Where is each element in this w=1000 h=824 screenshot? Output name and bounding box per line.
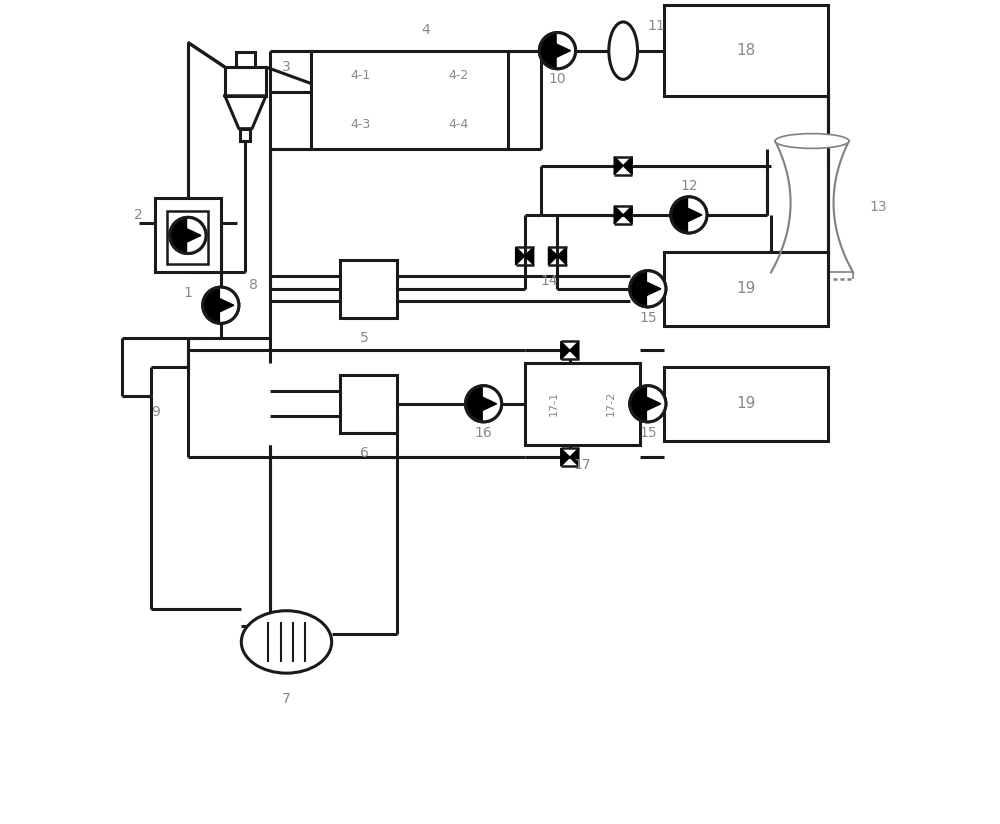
Polygon shape [221, 288, 239, 323]
Text: 11: 11 [647, 19, 665, 33]
Polygon shape [570, 448, 579, 466]
Polygon shape [466, 386, 484, 422]
Bar [340, 375, 397, 433]
Circle shape [170, 218, 206, 254]
Text: 18: 18 [737, 43, 756, 59]
Text: 19: 19 [737, 396, 756, 411]
Bar [311, 50, 508, 149]
Polygon shape [549, 40, 570, 61]
Text: 10: 10 [549, 73, 566, 87]
Polygon shape [630, 386, 648, 422]
Text: 6: 6 [360, 446, 369, 460]
Polygon shape [484, 386, 502, 422]
Polygon shape [188, 218, 206, 254]
Polygon shape [671, 197, 689, 233]
Text: 17-2: 17-2 [606, 391, 616, 416]
Text: 3: 3 [282, 60, 291, 74]
Bar [167, 211, 208, 265]
Bar [155, 199, 221, 273]
Circle shape [630, 386, 666, 422]
Text: 13: 13 [869, 199, 887, 213]
Polygon shape [516, 247, 525, 265]
Bar [340, 260, 397, 317]
Bar [240, 129, 250, 141]
Bar [225, 67, 266, 96]
Ellipse shape [775, 133, 849, 148]
Polygon shape [213, 295, 234, 315]
Text: 12: 12 [680, 179, 698, 193]
Circle shape [539, 33, 576, 68]
Text: 4-3: 4-3 [350, 118, 371, 131]
Polygon shape [648, 386, 666, 422]
Polygon shape [561, 341, 570, 359]
Text: 17: 17 [573, 458, 591, 472]
Text: 14: 14 [540, 274, 558, 288]
Polygon shape [623, 157, 632, 175]
Polygon shape [623, 206, 632, 224]
Bar [525, 363, 640, 445]
Text: 17-1: 17-1 [548, 391, 558, 416]
Polygon shape [648, 271, 666, 307]
Text: 9: 9 [151, 405, 160, 419]
Polygon shape [475, 394, 497, 414]
Text: 5: 5 [360, 331, 369, 345]
Circle shape [630, 271, 666, 307]
Polygon shape [689, 197, 707, 233]
Polygon shape [203, 288, 221, 323]
Polygon shape [630, 271, 648, 307]
Polygon shape [539, 33, 557, 68]
Polygon shape [614, 206, 623, 224]
Polygon shape [557, 247, 567, 265]
Text: 15: 15 [639, 311, 657, 325]
Polygon shape [170, 218, 188, 254]
Text: 1: 1 [183, 286, 192, 300]
Polygon shape [614, 157, 623, 175]
Circle shape [671, 197, 707, 233]
Polygon shape [548, 247, 557, 265]
Polygon shape [561, 448, 570, 466]
Text: 4-2: 4-2 [449, 68, 469, 82]
Ellipse shape [241, 611, 332, 673]
Text: 7: 7 [282, 692, 291, 706]
Text: 15: 15 [639, 425, 657, 439]
Polygon shape [180, 226, 201, 246]
Text: 4-4: 4-4 [449, 118, 469, 131]
Polygon shape [525, 247, 534, 265]
Text: 4: 4 [422, 23, 430, 37]
Text: 19: 19 [737, 281, 756, 297]
Bar [664, 6, 828, 96]
Text: 8: 8 [249, 278, 258, 292]
Text: 16: 16 [475, 425, 492, 439]
Polygon shape [640, 279, 661, 299]
Text: 4-1: 4-1 [350, 68, 371, 82]
Polygon shape [640, 394, 661, 414]
Polygon shape [557, 33, 576, 68]
Polygon shape [570, 341, 579, 359]
Bar [664, 252, 828, 325]
Circle shape [203, 288, 239, 323]
Ellipse shape [609, 22, 638, 79]
Bar [236, 52, 255, 67]
Bar [664, 367, 828, 441]
Polygon shape [681, 205, 702, 225]
Circle shape [466, 386, 502, 422]
Text: 2: 2 [134, 208, 143, 222]
